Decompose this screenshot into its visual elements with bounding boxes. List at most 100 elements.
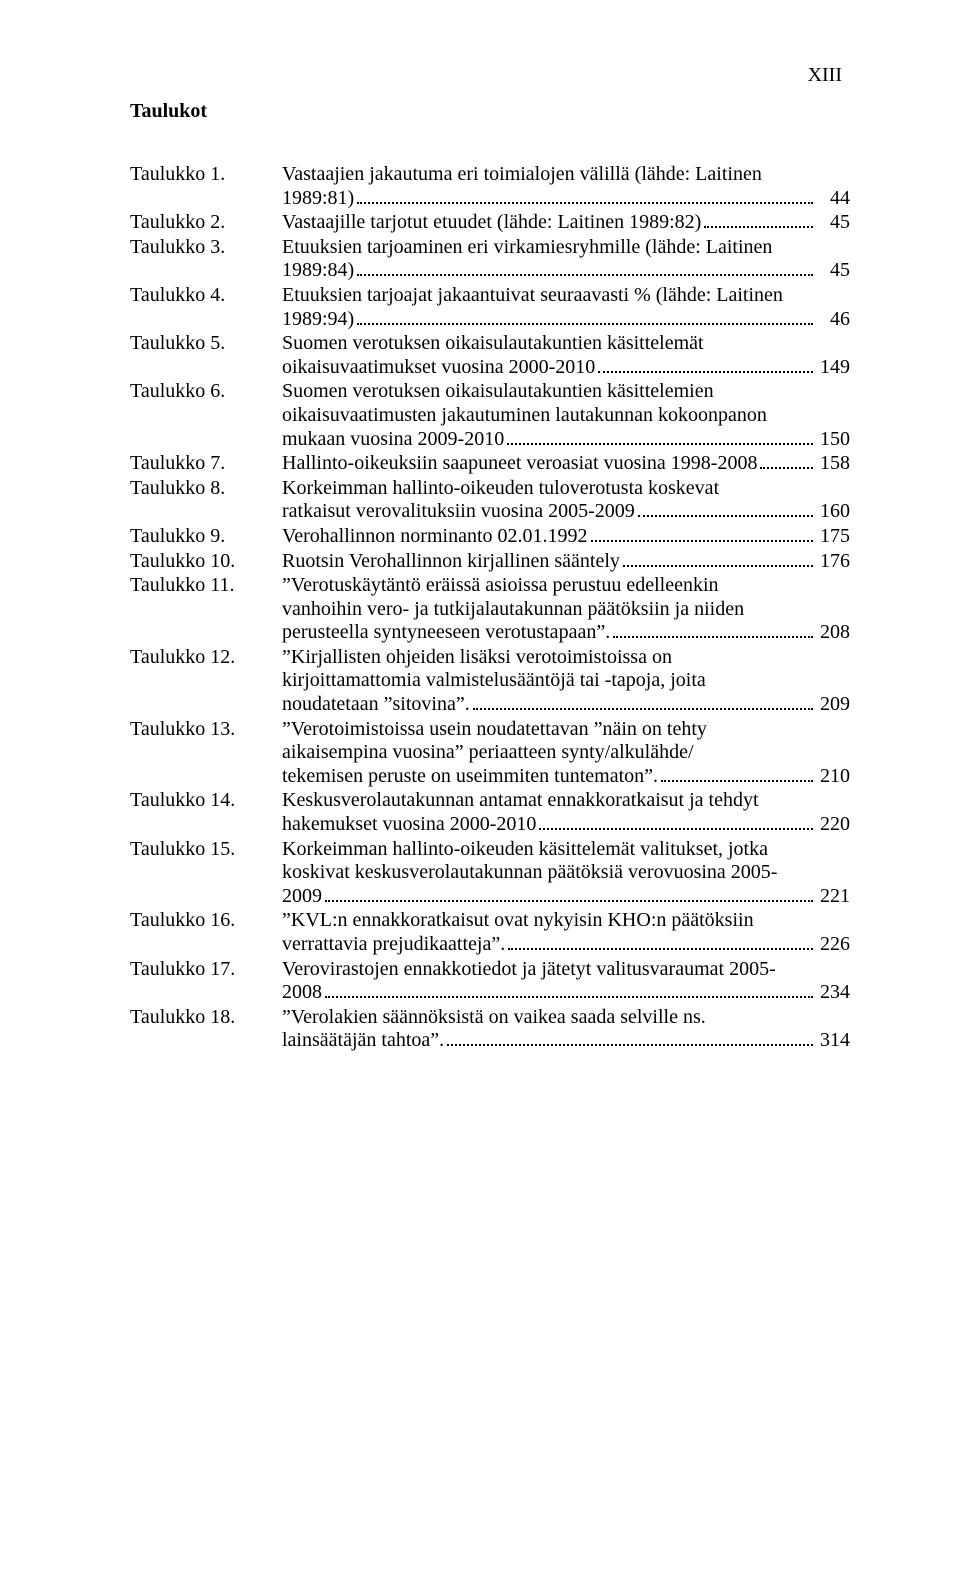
toc-entry-text: 1989:84) xyxy=(282,259,354,283)
toc-leader-dots xyxy=(661,765,813,782)
toc-entry-line: Keskusverolautakunnan antamat ennakkorat… xyxy=(282,789,850,813)
toc-leader-dots xyxy=(638,500,813,517)
toc-entry-line: 1989:81)44 xyxy=(282,187,850,211)
toc-entry-text: Vastaajien jakautuma eri toimialojen väl… xyxy=(282,163,762,187)
toc-entry-text: ”Kirjallisten ohjeiden lisäksi verotoimi… xyxy=(282,646,672,670)
toc-entry: Taulukko 1.Vastaajien jakautuma eri toim… xyxy=(130,163,850,210)
toc-entry-label: Taulukko 13. xyxy=(130,718,282,742)
toc-entry-line: 2008 234 xyxy=(282,981,850,1005)
toc-entry: Taulukko 10.Ruotsin Verohallinnon kirjal… xyxy=(130,550,850,574)
toc-entry-line: mukaan vuosina 2009-2010 150 xyxy=(282,428,850,452)
toc-entry-page: 150 xyxy=(816,428,850,452)
toc-entry-line: 1989:94)46 xyxy=(282,308,850,332)
toc-entry-line: verrattavia prejudikaatteja”.226 xyxy=(282,933,850,957)
toc-entry: Taulukko 18.”Verolakien säännöksistä on … xyxy=(130,1006,850,1053)
toc-leader-dots xyxy=(623,550,813,567)
toc-entry: Taulukko 15.Korkeimman hallinto-oikeuden… xyxy=(130,838,850,909)
toc-entry-text: hakemukset vuosina 2000-2010 xyxy=(282,813,536,837)
toc-leader-dots xyxy=(591,525,813,542)
toc-entry-body: Ruotsin Verohallinnon kirjallinen säänte… xyxy=(282,550,850,574)
toc-entry-text: ratkaisut verovalituksiin vuosina 2005-2… xyxy=(282,500,635,524)
table-of-tables: Taulukko 1.Vastaajien jakautuma eri toim… xyxy=(130,163,850,1053)
toc-entry-label: Taulukko 7. xyxy=(130,452,282,476)
toc-entry-line: oikaisuvaatimukset vuosina 2000-2010149 xyxy=(282,356,850,380)
toc-entry-label: Taulukko 17. xyxy=(130,958,282,982)
toc-entry: Taulukko 3.Etuuksien tarjoaminen eri vir… xyxy=(130,236,850,283)
toc-entry-line: Etuuksien tarjoajat jakaantuivat seuraav… xyxy=(282,284,850,308)
toc-entry-body: Vastaajien jakautuma eri toimialojen väl… xyxy=(282,163,850,210)
toc-entry-body: Suomen verotuksen oikaisulautakuntien kä… xyxy=(282,332,850,379)
toc-entry-body: Korkeimman hallinto-oikeuden käsittelemä… xyxy=(282,838,850,909)
toc-entry-line: Suomen verotuksen oikaisulautakuntien kä… xyxy=(282,380,850,404)
toc-entry-text: ”Verolakien säännöksistä on vaikea saada… xyxy=(282,1006,706,1030)
toc-entry-label: Taulukko 12. xyxy=(130,646,282,670)
toc-entry-text: Etuuksien tarjoaminen eri virkamiesryhmi… xyxy=(282,236,772,260)
toc-entry-label: Taulukko 8. xyxy=(130,477,282,501)
toc-entry-label: Taulukko 15. xyxy=(130,838,282,862)
toc-entry: Taulukko 11.”Verotuskäytäntö eräissä asi… xyxy=(130,574,850,645)
toc-leader-dots xyxy=(357,308,813,325)
toc-entry: Taulukko 17.Verovirastojen ennakkotiedot… xyxy=(130,958,850,1005)
toc-entry-text: Etuuksien tarjoajat jakaantuivat seuraav… xyxy=(282,284,783,308)
toc-entry-body: ”KVL:n ennakkoratkaisut ovat nykyisin KH… xyxy=(282,909,850,956)
toc-entry-page: 160 xyxy=(816,500,850,524)
toc-entry-line: vanhoihin vero- ja tutkijalautakunnan pä… xyxy=(282,598,850,622)
toc-entry-text: ”KVL:n ennakkoratkaisut ovat nykyisin KH… xyxy=(282,909,754,933)
toc-entry-line: ”Verolakien säännöksistä on vaikea saada… xyxy=(282,1006,850,1030)
toc-entry-line: Korkeimman hallinto-oikeuden käsittelemä… xyxy=(282,838,850,862)
toc-entry-label: Taulukko 4. xyxy=(130,284,282,308)
toc-entry-body: Verovirastojen ennakkotiedot ja jätetyt … xyxy=(282,958,850,1005)
toc-entry-text: ”Verotuskäytäntö eräissä asioissa perust… xyxy=(282,574,719,598)
toc-entry-page: 314 xyxy=(816,1029,850,1053)
toc-entry-body: Hallinto-oikeuksiin saapuneet veroasiat … xyxy=(282,452,850,476)
toc-entry-label: Taulukko 3. xyxy=(130,236,282,260)
toc-entry-text: 2008 xyxy=(282,981,322,1005)
toc-entry-text: mukaan vuosina 2009-2010 xyxy=(282,428,504,452)
toc-entry-text: Korkeimman hallinto-oikeuden tuloverotus… xyxy=(282,477,719,501)
toc-entry-line: ”Verotuskäytäntö eräissä asioissa perust… xyxy=(282,574,850,598)
toc-entry-body: Keskusverolautakunnan antamat ennakkorat… xyxy=(282,789,850,836)
toc-leader-dots xyxy=(447,1029,813,1046)
toc-entry: Taulukko 16.”KVL:n ennakkoratkaisut ovat… xyxy=(130,909,850,956)
toc-entry-text: 1989:81) xyxy=(282,187,354,211)
toc-entry: Taulukko 9.Verohallinnon norminanto 02.0… xyxy=(130,525,850,549)
toc-entry-line: ”Kirjallisten ohjeiden lisäksi verotoimi… xyxy=(282,646,850,670)
toc-entry-text: koskivat keskusverolautakunnan päätöksiä… xyxy=(282,861,777,885)
toc-entry-page: 208 xyxy=(816,621,850,645)
toc-entry-text: Hallinto-oikeuksiin saapuneet veroasiat … xyxy=(282,452,757,476)
toc-entry-page: 234 xyxy=(816,981,850,1005)
section-heading: Taulukot xyxy=(130,100,850,123)
toc-entry-page: 209 xyxy=(816,693,850,717)
toc-leader-dots xyxy=(473,693,813,710)
toc-entry-line: Vastaajien jakautuma eri toimialojen väl… xyxy=(282,163,850,187)
toc-entry-line: Hallinto-oikeuksiin saapuneet veroasiat … xyxy=(282,452,850,476)
toc-entry-page: 176 xyxy=(816,550,850,574)
toc-entry-line: lainsäätäjän tahtoa”.314 xyxy=(282,1029,850,1053)
toc-leader-dots xyxy=(357,187,813,204)
toc-entry-label: Taulukko 18. xyxy=(130,1006,282,1030)
toc-entry-label: Taulukko 5. xyxy=(130,332,282,356)
toc-entry-line: Verohallinnon norminanto 02.01.1992175 xyxy=(282,525,850,549)
toc-entry-body: Etuuksien tarjoaminen eri virkamiesryhmi… xyxy=(282,236,850,283)
toc-entry-label: Taulukko 2. xyxy=(130,211,282,235)
toc-entry-page: 45 xyxy=(816,211,850,235)
toc-entry-body: ”Verolakien säännöksistä on vaikea saada… xyxy=(282,1006,850,1053)
toc-entry: Taulukko 12.”Kirjallisten ohjeiden lisäk… xyxy=(130,646,850,717)
toc-entry-label: Taulukko 16. xyxy=(130,909,282,933)
toc-entry-page: 226 xyxy=(816,933,850,957)
toc-entry-text: aikaisempina vuosina” periaatteen synty/… xyxy=(282,741,694,765)
toc-entry-line: koskivat keskusverolautakunnan päätöksiä… xyxy=(282,861,850,885)
toc-entry-page: 46 xyxy=(816,308,850,332)
toc-entry-text: Korkeimman hallinto-oikeuden käsittelemä… xyxy=(282,838,768,862)
toc-entry-text: Vastaajille tarjotut etuudet (lähde: Lai… xyxy=(282,211,701,235)
toc-entry-line: 2009221 xyxy=(282,885,850,909)
toc-entry-body: Verohallinnon norminanto 02.01.1992175 xyxy=(282,525,850,549)
toc-entry-body: Etuuksien tarjoajat jakaantuivat seuraav… xyxy=(282,284,850,331)
toc-entry: Taulukko 6.Suomen verotuksen oikaisulaut… xyxy=(130,380,850,451)
toc-entry-text: tekemisen peruste on useimmiten tuntemat… xyxy=(282,765,658,789)
toc-entry: Taulukko 4.Etuuksien tarjoajat jakaantui… xyxy=(130,284,850,331)
toc-entry-line: perusteella syntyneeseen verotustapaan”.… xyxy=(282,621,850,645)
toc-entry-page: 158 xyxy=(816,452,850,476)
toc-entry-text: oikaisuvaatimusten jakautuminen lautakun… xyxy=(282,404,767,428)
toc-entry-label: Taulukko 1. xyxy=(130,163,282,187)
